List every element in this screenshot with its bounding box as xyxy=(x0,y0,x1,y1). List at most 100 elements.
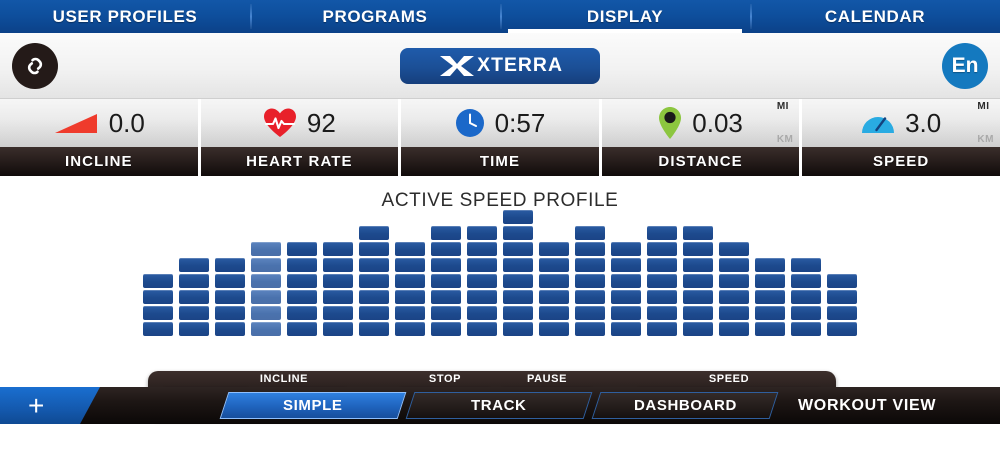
speed-bar-segment xyxy=(179,274,209,288)
speed-profile-bar-chart xyxy=(0,206,1000,336)
metric-speed-units[interactable]: MI KM xyxy=(977,101,994,145)
speed-bar[interactable] xyxy=(179,258,209,336)
tab-user-profiles[interactable]: USER PROFILES xyxy=(0,0,250,33)
metric-heart-rate-value: 92 xyxy=(306,107,336,138)
map-pin-icon xyxy=(659,107,682,139)
speed-bar-segment xyxy=(359,226,389,240)
speed-bar[interactable] xyxy=(467,226,497,336)
speed-bar[interactable] xyxy=(611,242,641,336)
speed-bar-segment xyxy=(467,258,497,272)
speed-bar[interactable] xyxy=(287,242,317,336)
speed-bar-segment xyxy=(539,290,569,304)
speed-bar-segment xyxy=(827,274,857,288)
tab-programs-label: PROGRAMS xyxy=(322,6,428,26)
speed-bar-segment xyxy=(719,322,749,336)
view-tab-track[interactable]: TRACK xyxy=(405,392,593,419)
metric-distance-label: DISTANCE xyxy=(601,147,800,176)
metric-distance-units[interactable]: MI KM xyxy=(777,101,794,145)
speed-bar-segment xyxy=(323,242,353,256)
chart-title: ACTIVE SPEED PROFILE xyxy=(381,190,619,211)
metric-time: 0:57 TIME xyxy=(401,99,602,176)
speed-bar[interactable] xyxy=(683,226,713,336)
speed-bar-segment xyxy=(539,322,569,336)
metric-distance-value: 0.03 xyxy=(692,107,743,138)
workout-view-section-label: WORKOUT VIEW xyxy=(798,396,937,414)
speed-bar[interactable] xyxy=(647,226,677,336)
language-button[interactable]: En xyxy=(942,42,988,89)
tab-user-profiles-label: USER PROFILES xyxy=(52,6,198,26)
speed-bar[interactable] xyxy=(539,242,569,336)
tab-display[interactable]: DISPLAY xyxy=(500,0,750,33)
speed-bar-segment xyxy=(467,290,497,304)
tab-programs[interactable]: PROGRAMS xyxy=(250,0,500,33)
speed-bar-segment xyxy=(539,306,569,320)
speed-bar-segment xyxy=(647,274,677,288)
speed-bar-segment xyxy=(683,258,713,272)
speed-bar[interactable] xyxy=(395,242,425,336)
brand-bar: XTERRA En xyxy=(0,33,1000,99)
metric-time-value-area: 0:57 xyxy=(401,99,599,147)
speed-bar-segment xyxy=(683,242,713,256)
metric-incline-value-area: 0.0 xyxy=(0,99,198,147)
metric-speed: 3.0 MI KM SPEED xyxy=(802,99,1000,176)
speed-bar-segment xyxy=(359,274,389,288)
speed-bar[interactable] xyxy=(143,274,173,336)
speed-bar-segment xyxy=(683,306,713,320)
metric-distance-unit-mi[interactable]: MI xyxy=(776,101,789,112)
heart-icon xyxy=(263,108,296,137)
speed-bar-segment xyxy=(395,242,425,256)
incline-ramp-icon xyxy=(54,114,97,133)
speed-bar-segment xyxy=(647,322,677,336)
view-tab-simple[interactable]: SIMPLE xyxy=(219,392,407,419)
speed-bar-segment xyxy=(179,306,209,320)
speed-bar-segment xyxy=(287,242,317,256)
metric-speed-unit-km[interactable]: KM xyxy=(977,134,994,145)
speed-bar-segment xyxy=(719,258,749,272)
speed-bar[interactable] xyxy=(503,210,533,336)
speed-bar-segment xyxy=(827,306,857,320)
speed-bar-segment xyxy=(539,274,569,288)
speed-bar-segment xyxy=(503,226,533,240)
speed-bar-segment xyxy=(755,274,785,288)
speed-bar[interactable] xyxy=(323,242,353,336)
metric-heart-rate-value-area: 92 xyxy=(200,99,399,147)
speed-bar-segment xyxy=(359,322,389,336)
link-button[interactable] xyxy=(12,42,58,89)
speed-bar-segment xyxy=(467,242,497,256)
speed-bar-segment xyxy=(251,306,281,320)
speed-bar[interactable] xyxy=(215,258,245,336)
view-tab-dashboard[interactable]: DASHBOARD xyxy=(591,392,779,419)
speed-bar-segment xyxy=(791,290,821,304)
speed-bar-segment xyxy=(647,306,677,320)
speed-bar-segment xyxy=(359,290,389,304)
tab-calendar[interactable]: CALENDAR xyxy=(750,0,1000,33)
speed-bar-segment xyxy=(323,306,353,320)
speed-bar-segment xyxy=(683,226,713,240)
metrics-row: 0.0 INCLINE 92 HEART RATE 0:57 TIME xyxy=(0,99,1000,176)
speed-bar-segment xyxy=(791,306,821,320)
metric-speed-unit-mi[interactable]: MI xyxy=(977,101,990,112)
speed-bar-segment xyxy=(503,242,533,256)
speed-bar[interactable] xyxy=(791,258,821,336)
speed-bar-segment xyxy=(647,290,677,304)
speed-bar[interactable] xyxy=(719,242,749,336)
xterra-logo[interactable]: XTERRA xyxy=(400,47,600,84)
speed-bar[interactable] xyxy=(359,226,389,336)
speed-bar-segment xyxy=(251,322,281,336)
speed-bar-segment xyxy=(143,322,173,336)
speed-bar[interactable] xyxy=(431,226,461,336)
speed-bar-segment xyxy=(575,274,605,288)
active-speed-profile-panel: ACTIVE SPEED PROFILE INCLINE STOP PAUSE … xyxy=(0,176,1000,424)
speed-bar[interactable] xyxy=(827,274,857,336)
speed-bar-segment xyxy=(611,290,641,304)
speed-bar[interactable] xyxy=(755,258,785,336)
speed-bar-segment xyxy=(395,290,425,304)
speed-bar[interactable] xyxy=(575,226,605,336)
speed-bar-segment xyxy=(503,290,533,304)
metric-distance-unit-km[interactable]: KM xyxy=(776,134,794,145)
speed-bar-segment xyxy=(755,258,785,272)
speed-bar-segment xyxy=(143,306,173,320)
speed-bar-segment xyxy=(323,258,353,272)
speed-bar[interactable] xyxy=(251,242,281,336)
add-button[interactable]: + xyxy=(0,387,100,424)
